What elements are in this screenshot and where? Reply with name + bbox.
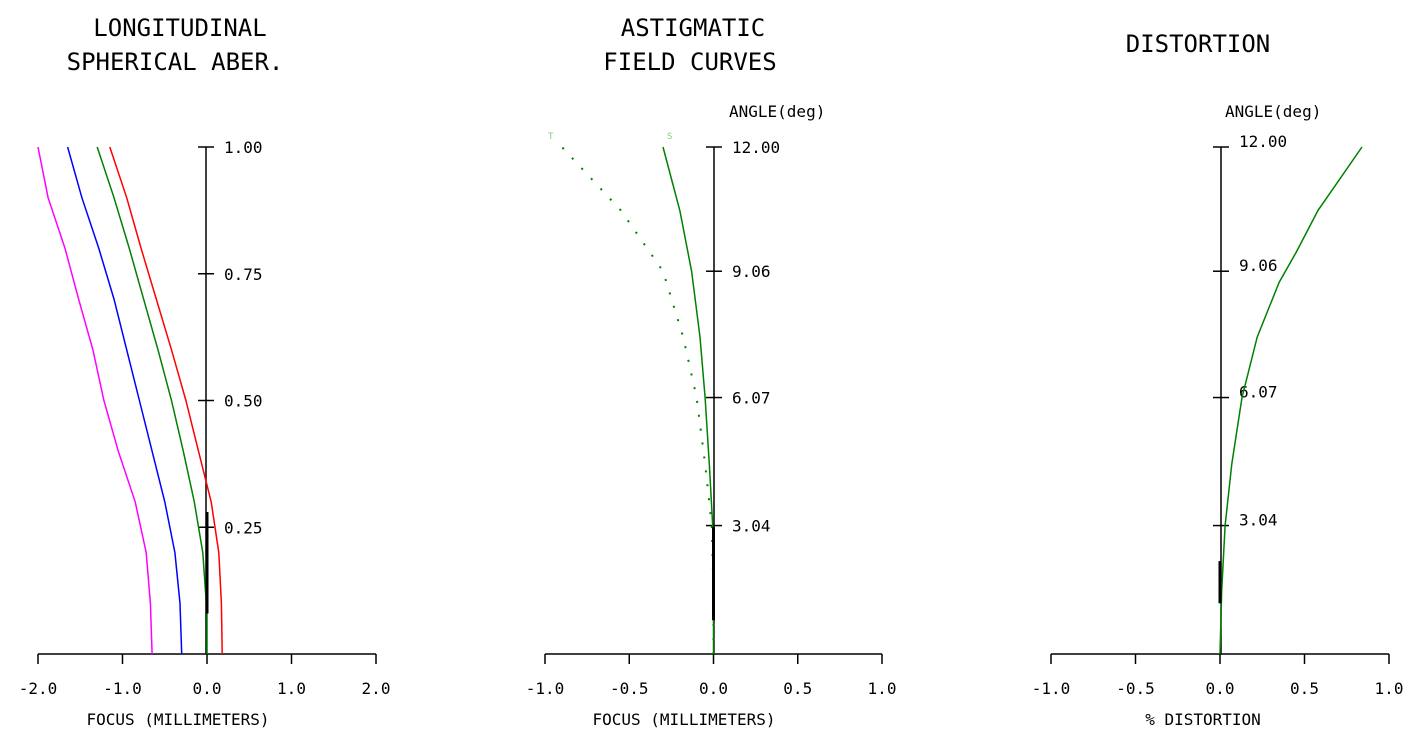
y-tick-label: 0.50 (224, 392, 263, 411)
x-tick-label: -1.0 (1032, 679, 1071, 698)
panel-1-title-line-2: SPHERICAL ABER. (67, 48, 284, 76)
x-tick-label: 1.0 (1375, 679, 1404, 698)
y-tick-label: 12.00 (732, 138, 780, 157)
series-line-2 (66, 146, 183, 655)
series-line-1 (662, 146, 715, 654)
y-tick-label: 6.07 (1239, 383, 1278, 402)
panel-3-y-axis-label: ANGLE(deg) (1225, 102, 1321, 121)
x-tick-label: 1.0 (277, 679, 306, 698)
panel-3-axes: -1.0 -0.5 0.0 0.5 1.0 3.04 6.07 9.06 12.00 (1032, 132, 1404, 698)
tangential-series-label: T (548, 132, 554, 142)
series-line-4 (109, 146, 223, 655)
field-curves-panel: ASTIGMATIC FIELD CURVES ANGLE(deg) T S -… (526, 14, 897, 729)
series-line-3 (96, 146, 208, 654)
panel-1-axes: -2.0 -1.0 0.0 1.0 2.0 0.25 0.50 0.75 1.00 (19, 138, 391, 698)
series-line-2 (561, 146, 715, 654)
x-tick-label: -2.0 (19, 679, 58, 698)
x-tick-label: 0.0 (699, 679, 728, 698)
x-tick-label: -0.5 (610, 679, 649, 698)
x-tick-label: 2.0 (362, 679, 391, 698)
panel-3-title: DISTORTION (1126, 30, 1271, 58)
y-tick-label: 9.06 (1239, 256, 1278, 275)
panel-2-axes: -1.0 -0.5 0.0 0.5 1.0 3.04 6.07 9.06 12.00 (526, 138, 897, 698)
x-tick-label: -1.0 (526, 679, 565, 698)
panel-2-title-line-1: ASTIGMATIC (621, 14, 766, 42)
spherical-aberration-panel: LONGITUDINAL SPHERICAL ABER. -2.0 -1.0 0.0… (19, 14, 391, 729)
sagittal-series-label: S (667, 132, 672, 142)
panel-2-y-axis-label: ANGLE(deg) (729, 102, 825, 121)
y-tick-label: 0.25 (224, 518, 263, 537)
x-tick-label: 0.0 (1206, 679, 1235, 698)
panel-1-curves (37, 146, 223, 655)
series-line-1 (37, 146, 153, 655)
panel-1-x-axis-label: FOCUS (MILLIMETERS) (86, 710, 269, 729)
panel-3-x-axis-label: % DISTORTION (1145, 710, 1261, 729)
x-tick-label: 0.5 (1290, 679, 1319, 698)
x-tick-label: -1.0 (103, 679, 142, 698)
panel-2-x-axis-label: FOCUS (MILLIMETERS) (592, 710, 775, 729)
x-tick-label: -0.5 (1116, 679, 1155, 698)
y-tick-label: 3.04 (1239, 511, 1278, 530)
x-tick-label: 1.0 (868, 679, 897, 698)
y-tick-label: 0.75 (224, 265, 263, 284)
y-tick-label: 6.07 (732, 389, 771, 408)
panel-2-title-line-2: FIELD CURVES (603, 48, 776, 76)
x-tick-label: 0.5 (783, 679, 812, 698)
y-tick-label: 3.04 (732, 517, 771, 536)
panel-3-curves (1218, 146, 1363, 655)
distortion-panel: DISTORTION ANGLE(deg) -1.0 -0.5 0.0 0.5 1.0 3… (1032, 30, 1404, 729)
y-tick-label: 9.06 (732, 262, 771, 281)
y-tick-label: 1.00 (224, 138, 263, 157)
series-line-1 (1219, 146, 1363, 655)
panel-2-curves (561, 146, 715, 654)
panel-1-title-line-1: LONGITUDINAL (93, 14, 266, 42)
y-tick-label: 12.00 (1239, 132, 1287, 151)
x-tick-label: 0.0 (193, 679, 222, 698)
